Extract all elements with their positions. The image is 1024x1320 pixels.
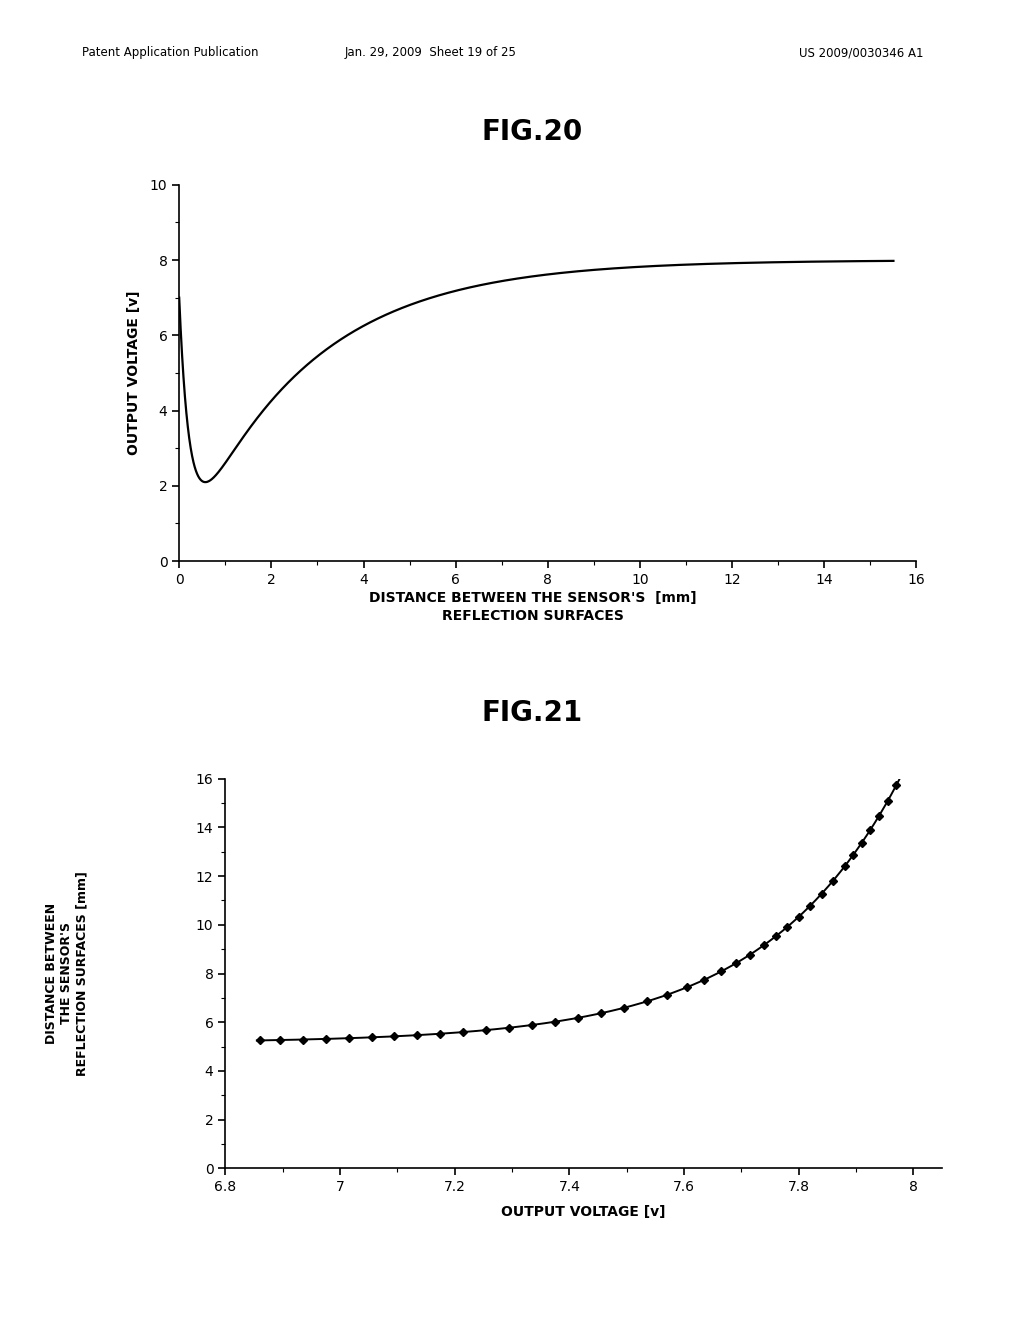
- Text: DISTANCE BETWEEN THE SENSOR'S  [mm]: DISTANCE BETWEEN THE SENSOR'S [mm]: [369, 591, 696, 605]
- Text: US 2009/0030346 A1: US 2009/0030346 A1: [799, 46, 924, 59]
- Text: Patent Application Publication: Patent Application Publication: [82, 46, 258, 59]
- Text: REFLECTION SURFACES: REFLECTION SURFACES: [441, 610, 624, 623]
- Text: DISTANCE BETWEEN
THE SENSOR'S
REFLECTION SURFACES [mm]: DISTANCE BETWEEN THE SENSOR'S REFLECTION…: [45, 871, 88, 1076]
- Y-axis label: OUTPUT VOLTAGE [v]: OUTPUT VOLTAGE [v]: [127, 290, 141, 455]
- Text: Jan. 29, 2009  Sheet 19 of 25: Jan. 29, 2009 Sheet 19 of 25: [344, 46, 516, 59]
- Text: FIG.21: FIG.21: [482, 698, 583, 727]
- Text: FIG.20: FIG.20: [482, 117, 583, 147]
- X-axis label: OUTPUT VOLTAGE [v]: OUTPUT VOLTAGE [v]: [502, 1205, 666, 1220]
